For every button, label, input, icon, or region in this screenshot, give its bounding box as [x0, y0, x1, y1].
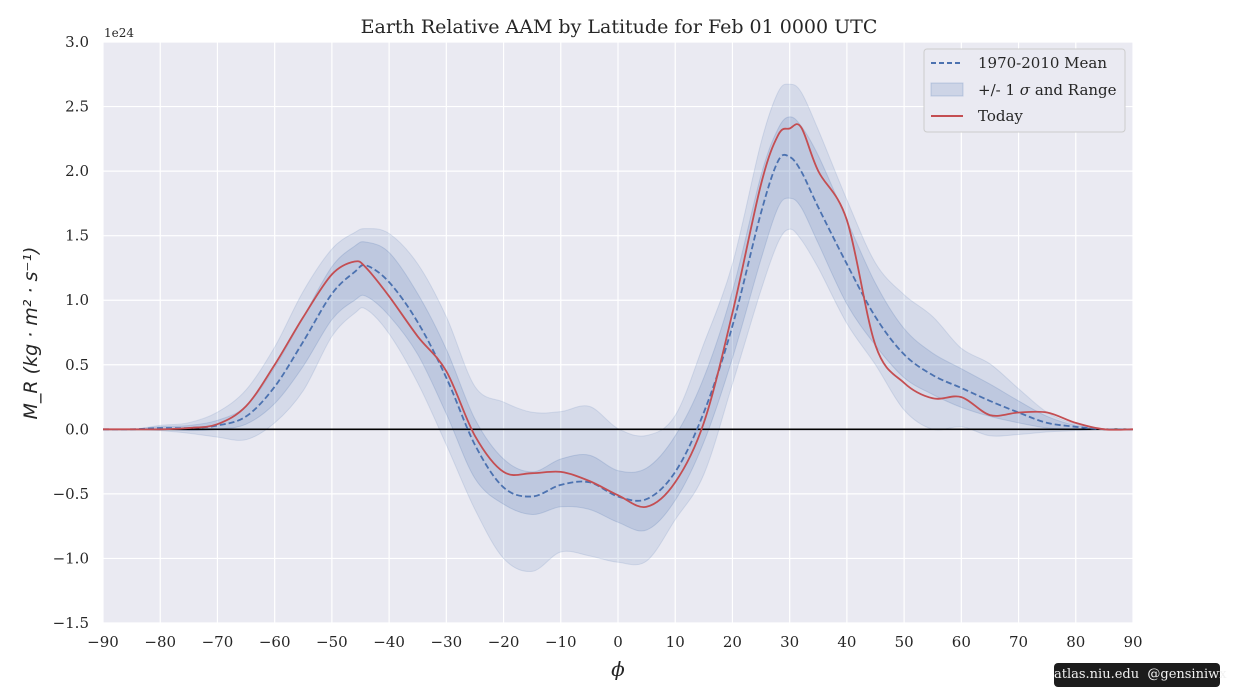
legend-today-label: Today	[978, 107, 1023, 125]
y-tick-label: 2.0	[65, 162, 89, 180]
sigma-band	[103, 116, 1133, 532]
x-tick-labels: −90 −80 −70 −60 −50 −40 −30 −20 −10 0 10 20 30 40 50 60…	[87, 633, 1142, 651]
y-axis-label: M_R (kg · m² · s⁻¹)	[20, 247, 42, 420]
y-tick-label: −0.5	[53, 485, 89, 503]
x-axis-label: ϕ	[611, 657, 625, 681]
y-scale-label: 1e24	[104, 26, 134, 40]
legend-band-prefix: +/- 1	[978, 81, 1015, 99]
x-tick-label: 90	[1123, 633, 1142, 651]
y-tick-label: 1.0	[65, 291, 89, 309]
legend-band-label: +/- 1 σ and Range	[978, 81, 1117, 99]
y-tick-labels: −1.5 −1.0 −0.5 0.0 0.5 1.0 1.5 2.0 2.5 3.0	[53, 33, 89, 632]
legend-mean-label: 1970-2010 Mean	[978, 54, 1107, 72]
x-tick-label: −10	[545, 633, 577, 651]
series-today-line	[103, 123, 1133, 509]
sigma-band-layer	[103, 116, 1133, 532]
watermark: atlas.niu.edu @gensiniwx	[1054, 663, 1227, 687]
x-tick-label: 10	[666, 633, 685, 651]
legend-band-symbol: σ	[1020, 81, 1031, 99]
y-tick-label: 0.0	[65, 420, 89, 438]
x-tick-label: −70	[202, 633, 234, 651]
legend-box	[923, 48, 1126, 133]
x-tick-label: 0	[613, 633, 623, 651]
watermark-site: atlas.niu.edu	[1054, 667, 1140, 682]
x-tick-label: −30	[431, 633, 463, 651]
chart-title: Earth Relative AAM by Latitude for Feb 0…	[361, 16, 878, 38]
x-tick-label: −80	[144, 633, 176, 651]
grid	[102, 41, 1134, 624]
x-tick-label: −20	[488, 633, 520, 651]
series-mean-line	[103, 153, 1133, 502]
legend-band-suffix: and Range	[1035, 81, 1117, 99]
series-layer	[103, 123, 1133, 509]
x-tick-label: 40	[837, 633, 856, 651]
legend-band-swatch	[930, 82, 964, 97]
x-tick-label: 70	[1009, 633, 1028, 651]
x-tick-label: 30	[780, 633, 799, 651]
watermark-handle: @gensiniwx	[1147, 667, 1227, 682]
y-tick-label: 3.0	[65, 33, 89, 51]
x-tick-label: 80	[1066, 633, 1085, 651]
y-tick-label: 2.5	[65, 98, 89, 116]
y-tick-label: 1.5	[65, 227, 89, 245]
x-tick-label: −50	[316, 633, 348, 651]
x-tick-label: 50	[895, 633, 914, 651]
y-tick-label: 0.5	[65, 356, 89, 374]
x-tick-label: −90	[87, 633, 119, 651]
x-tick-label: −60	[259, 633, 291, 651]
legend: 1970-2010 Mean +/- 1 σ and Range Today	[923, 48, 1126, 133]
x-tick-label: 20	[723, 633, 742, 651]
y-tick-label: −1.5	[53, 614, 89, 632]
y-tick-label: −1.0	[53, 549, 89, 567]
x-tick-label: −40	[373, 633, 405, 651]
x-tick-label: 60	[952, 633, 971, 651]
